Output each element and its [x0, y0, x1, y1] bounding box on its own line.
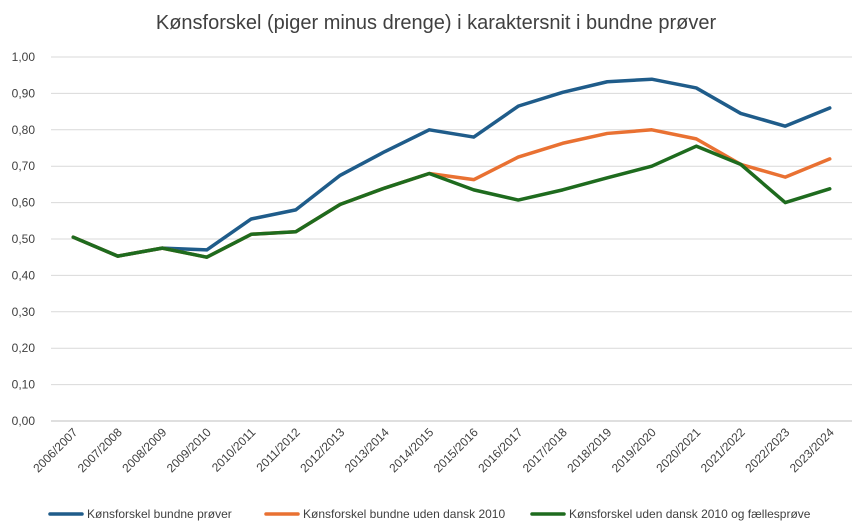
y-tick-label: 0,20 [12, 341, 36, 355]
x-tick-label: 2014/2015 [386, 425, 436, 475]
y-tick-label: 0,80 [12, 123, 36, 137]
legend: Kønsforskel bundne prøver Kønsforskel bun… [48, 507, 811, 521]
series-line-3 [71, 144, 832, 259]
y-tick-label: 0,10 [12, 378, 36, 392]
chart-title: Kønsforskel (piger minus drenge) i karak… [156, 12, 717, 34]
y-tick-label: 0,40 [12, 268, 36, 282]
x-tick-label: 2021/2022 [698, 425, 748, 475]
y-axis-ticks: 0,00 0,10 0,20 0,30 0,40 0,50 0,60 0,70 0,80 0,90… [12, 50, 36, 428]
x-tick-label: 2019/2020 [609, 425, 659, 475]
x-tick-label: 2011/2012 [253, 425, 303, 475]
y-tick-label: 0,60 [12, 196, 36, 210]
x-tick-label: 2012/2013 [297, 425, 347, 475]
x-tick-label: 2018/2019 [564, 425, 614, 475]
gridlines [51, 56, 852, 422]
x-tick-label: 2020/2021 [653, 425, 703, 475]
y-tick-label: 0,50 [12, 232, 36, 246]
series-line-2 [71, 128, 832, 259]
x-tick-label: 2016/2017 [475, 425, 525, 475]
x-tick-label: 2008/2009 [119, 425, 169, 475]
legend-label: Kønsforskel bundne prøver [87, 507, 232, 521]
x-tick-label: 2023/2024 [787, 425, 837, 475]
x-tick-label: 2015/2016 [431, 425, 481, 475]
legend-label: Kønsforskel bundne uden dansk 2010 [303, 507, 505, 521]
x-axis-ticks: 2006/20072007/20082008/20092009/20102010… [30, 425, 837, 475]
legend-label: Kønsforskel uden dansk 2010 og fællesprø… [569, 507, 811, 521]
x-tick-label: 2006/2007 [30, 425, 80, 475]
y-tick-label: 1,00 [12, 50, 36, 64]
x-tick-label: 2007/2008 [75, 425, 125, 475]
y-tick-label: 0,00 [12, 414, 36, 428]
x-tick-label: 2010/2011 [209, 425, 259, 475]
x-tick-label: 2009/2010 [164, 425, 214, 475]
y-tick-label: 0,30 [12, 305, 36, 319]
x-tick-label: 2022/2023 [742, 425, 792, 475]
x-tick-label: 2017/2018 [520, 425, 570, 475]
y-tick-label: 0,90 [12, 86, 36, 100]
y-tick-label: 0,70 [12, 159, 36, 173]
series-lines [71, 77, 832, 259]
series-line-1 [71, 77, 832, 258]
x-tick-label: 2013/2014 [342, 425, 392, 475]
